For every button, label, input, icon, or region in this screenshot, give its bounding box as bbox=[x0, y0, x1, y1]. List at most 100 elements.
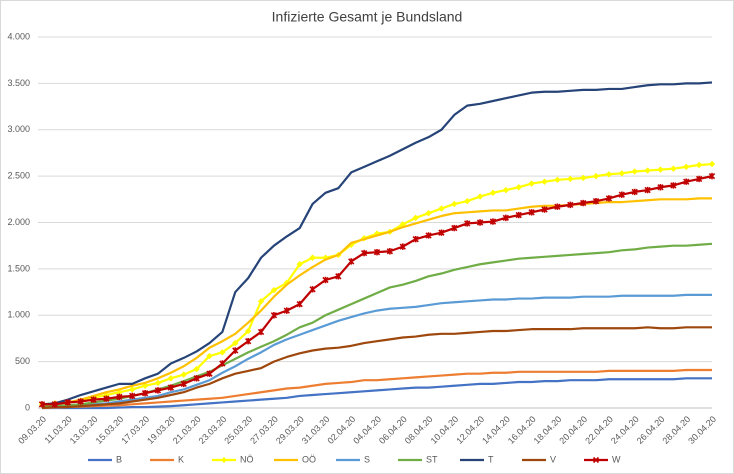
marker bbox=[670, 165, 677, 172]
marker bbox=[116, 389, 123, 396]
y-tick-label: 2.500 bbox=[7, 171, 30, 181]
marker bbox=[554, 176, 561, 184]
legend-label: V bbox=[550, 454, 556, 464]
marker bbox=[244, 338, 252, 345]
marker bbox=[232, 339, 239, 347]
marker bbox=[502, 214, 510, 222]
marker bbox=[193, 365, 200, 373]
marker bbox=[360, 249, 368, 257]
marker bbox=[464, 220, 471, 227]
marker bbox=[386, 248, 394, 255]
marker bbox=[708, 172, 716, 180]
marker bbox=[167, 384, 175, 391]
marker bbox=[296, 261, 303, 268]
legend-label: B bbox=[116, 454, 122, 464]
marker bbox=[180, 371, 187, 378]
marker bbox=[128, 386, 136, 393]
marker bbox=[541, 178, 548, 185]
marker bbox=[476, 193, 484, 200]
series-line bbox=[41, 197, 712, 407]
marker bbox=[489, 189, 497, 197]
marker bbox=[373, 248, 381, 256]
y-tick-label: 3.000 bbox=[7, 124, 30, 134]
marker bbox=[567, 201, 574, 209]
marker bbox=[348, 258, 355, 265]
legend-label: OÖ bbox=[302, 454, 316, 464]
series-line bbox=[41, 81, 713, 406]
marker bbox=[257, 328, 265, 336]
marker bbox=[657, 166, 664, 173]
marker bbox=[708, 160, 716, 168]
y-tick-label: 3.500 bbox=[7, 78, 30, 88]
marker bbox=[283, 307, 290, 314]
marker bbox=[502, 186, 510, 194]
marker bbox=[167, 375, 175, 382]
marker bbox=[206, 370, 213, 377]
marker bbox=[219, 349, 226, 356]
marker bbox=[528, 180, 535, 187]
marker bbox=[438, 229, 445, 236]
marker bbox=[631, 168, 638, 175]
marker bbox=[670, 182, 677, 189]
legend-label: K bbox=[178, 454, 184, 464]
marker bbox=[206, 352, 213, 360]
marker bbox=[631, 188, 638, 196]
marker bbox=[154, 387, 162, 394]
y-tick-label: 0 bbox=[25, 402, 30, 412]
legend-marker bbox=[221, 457, 227, 463]
marker bbox=[554, 203, 561, 210]
marker bbox=[116, 393, 123, 401]
y-tick-label: 500 bbox=[15, 356, 30, 366]
marker bbox=[618, 170, 626, 177]
y-tick-label: 2.000 bbox=[7, 217, 30, 227]
marker bbox=[412, 235, 419, 243]
marker bbox=[232, 347, 239, 354]
marker bbox=[425, 232, 432, 239]
marker bbox=[657, 184, 664, 191]
marker bbox=[618, 191, 625, 198]
marker bbox=[579, 174, 587, 182]
marker bbox=[695, 161, 703, 169]
marker bbox=[296, 300, 303, 308]
marker bbox=[592, 172, 600, 180]
marker bbox=[335, 273, 342, 280]
marker bbox=[438, 205, 445, 212]
marker bbox=[644, 186, 651, 194]
legend-label: NÖ bbox=[240, 454, 254, 464]
legend-label: W bbox=[612, 454, 621, 464]
marker bbox=[77, 398, 84, 405]
y-tick-label: 1.000 bbox=[7, 310, 30, 320]
marker bbox=[270, 312, 278, 319]
marker bbox=[463, 197, 471, 205]
legend-marker bbox=[592, 456, 600, 464]
marker bbox=[90, 396, 97, 403]
marker bbox=[257, 298, 265, 305]
marker bbox=[476, 219, 484, 226]
marker bbox=[154, 379, 162, 387]
marker bbox=[309, 254, 316, 261]
marker bbox=[51, 401, 59, 408]
series-line bbox=[42, 293, 712, 409]
marker bbox=[270, 287, 278, 294]
marker bbox=[103, 395, 110, 402]
series-line bbox=[42, 377, 712, 410]
marker bbox=[489, 218, 497, 225]
marker bbox=[683, 178, 690, 185]
marker bbox=[592, 197, 600, 205]
marker bbox=[425, 210, 432, 217]
marker bbox=[528, 209, 535, 216]
marker bbox=[605, 195, 613, 202]
chart-title: Infizierte Gesamt je Bundsland bbox=[272, 9, 463, 25]
marker bbox=[451, 200, 458, 208]
legend-label: S bbox=[364, 454, 370, 464]
marker bbox=[219, 360, 226, 367]
marker bbox=[579, 199, 587, 207]
marker bbox=[309, 286, 316, 293]
marker bbox=[515, 184, 522, 191]
marker bbox=[644, 167, 651, 174]
marker bbox=[515, 211, 522, 219]
marker bbox=[683, 163, 690, 171]
marker bbox=[567, 175, 574, 183]
marker bbox=[605, 171, 613, 178]
